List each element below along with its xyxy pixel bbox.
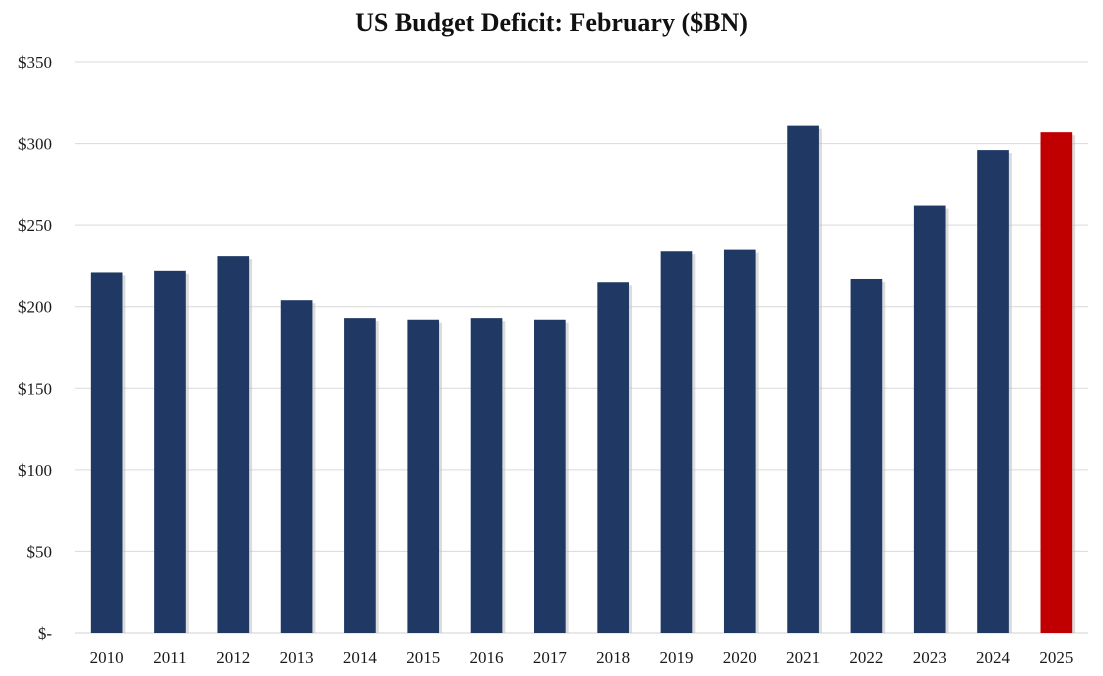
bars: [90, 125, 1076, 633]
bar-2020: [723, 249, 756, 633]
y-tick-label: $350: [18, 53, 52, 72]
bar-2025: [1040, 132, 1073, 633]
x-tick-label: 2016: [470, 648, 504, 667]
bar-2018: [597, 282, 629, 633]
y-tick-label: $50: [27, 542, 53, 561]
bar-2011: [154, 270, 186, 633]
x-tick-label: 2022: [849, 648, 883, 667]
y-axis: $- $50 $100 $150 $200 $250 $300 $350: [18, 53, 52, 643]
y-tick-label: $100: [18, 461, 52, 480]
y-tick-label: $200: [18, 298, 52, 317]
y-tick-label: $250: [18, 216, 52, 235]
x-tick-label: 2010: [90, 648, 124, 667]
x-tick-label: 2018: [596, 648, 630, 667]
bar-2021: [787, 125, 819, 633]
bar-2022: [850, 278, 883, 633]
bar-2017: [534, 319, 566, 633]
x-tick-label: 2015: [406, 648, 440, 667]
bar-2024: [977, 150, 1009, 633]
bar-2019: [660, 251, 693, 633]
x-axis: 2010 2011 2012 2013 2014 2015 2016 2017 2018 2019…: [90, 648, 1074, 667]
y-tick-label: $150: [18, 379, 52, 398]
bar-2016: [470, 318, 503, 633]
x-tick-label: 2024: [976, 648, 1011, 667]
x-tick-label: 2020: [723, 648, 757, 667]
bar-2015: [407, 319, 440, 633]
x-tick-label: 2019: [659, 648, 693, 667]
bar-2010: [90, 272, 123, 633]
x-tick-label: 2012: [216, 648, 250, 667]
x-tick-label: 2011: [153, 648, 186, 667]
x-tick-label: 2023: [913, 648, 947, 667]
x-tick-label: 2013: [280, 648, 314, 667]
x-tick-label: 2014: [343, 648, 378, 667]
x-tick-label: 2021: [786, 648, 820, 667]
bar-2023: [913, 205, 946, 633]
y-tick-label: $-: [38, 624, 53, 643]
x-tick-label: 2017: [533, 648, 568, 667]
chart-title: US Budget Deficit: February ($BN): [355, 8, 748, 37]
x-tick-label: 2025: [1039, 648, 1073, 667]
bar-2014: [344, 318, 376, 633]
bar-2013: [280, 300, 313, 633]
bar-2012: [217, 256, 250, 633]
y-tick-label: $300: [18, 135, 52, 154]
